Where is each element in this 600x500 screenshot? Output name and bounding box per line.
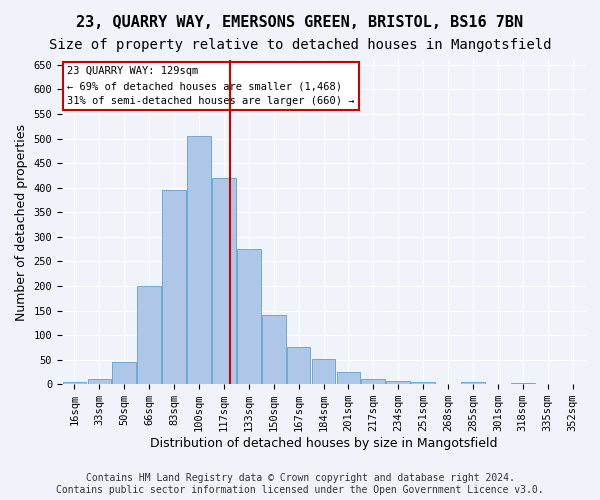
Bar	[137, 286, 161, 384]
Text: Size of property relative to detached houses in Mangotsfield: Size of property relative to detached ho…	[49, 38, 551, 52]
Bar	[337, 372, 360, 384]
Bar	[88, 380, 111, 384]
Bar	[112, 362, 136, 384]
Bar	[361, 380, 385, 384]
Bar	[237, 249, 260, 384]
Bar	[287, 348, 310, 384]
Text: 23, QUARRY WAY, EMERSONS GREEN, BRISTOL, BS16 7BN: 23, QUARRY WAY, EMERSONS GREEN, BRISTOL,…	[76, 15, 524, 30]
Bar	[511, 382, 535, 384]
Bar	[461, 382, 485, 384]
Bar	[187, 136, 211, 384]
Bar	[386, 381, 410, 384]
Bar	[162, 190, 186, 384]
Text: Contains HM Land Registry data © Crown copyright and database right 2024.
Contai: Contains HM Land Registry data © Crown c…	[56, 474, 544, 495]
Bar	[262, 316, 286, 384]
Y-axis label: Number of detached properties: Number of detached properties	[15, 124, 28, 320]
Bar	[411, 382, 435, 384]
Bar	[311, 358, 335, 384]
Text: 23 QUARRY WAY: 129sqm
← 69% of detached houses are smaller (1,468)
31% of semi-d: 23 QUARRY WAY: 129sqm ← 69% of detached …	[67, 66, 355, 106]
Bar	[62, 382, 86, 384]
Bar	[212, 178, 236, 384]
X-axis label: Distribution of detached houses by size in Mangotsfield: Distribution of detached houses by size …	[150, 437, 497, 450]
